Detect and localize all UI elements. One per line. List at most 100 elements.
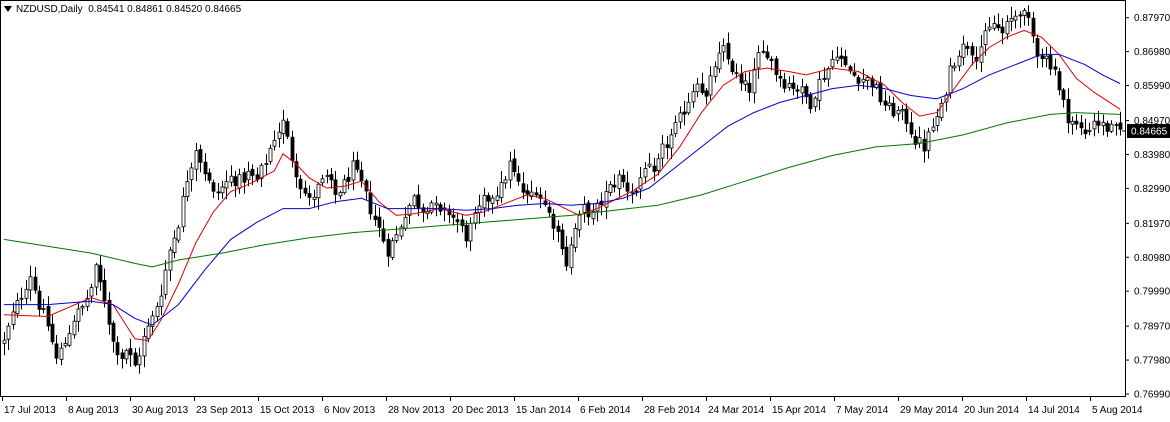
candle (1109, 120, 1114, 134)
candle (85, 289, 90, 312)
candle-body-up (495, 195, 500, 201)
candle (813, 96, 818, 112)
candle-body-down (1096, 120, 1101, 126)
candle-body-up (935, 116, 940, 126)
candle-body-down (368, 192, 373, 215)
candle-body-up (468, 222, 473, 242)
candle-body-up (434, 202, 439, 206)
candle-body-up (28, 276, 33, 291)
candle-body-up (992, 23, 997, 29)
candle-body-up (957, 55, 962, 67)
candle (1009, 6, 1014, 32)
candle-body-down (543, 200, 548, 206)
candle (1114, 122, 1119, 136)
candle-body-down (285, 121, 290, 137)
candle-body-up (686, 101, 691, 114)
candle (774, 55, 779, 82)
candle (931, 118, 936, 133)
plot-frame (0, 0, 1126, 397)
candle (434, 196, 439, 217)
candle-body-down (778, 75, 783, 79)
candle-body-down (416, 194, 421, 208)
candle-body-up (172, 237, 177, 253)
candle (80, 304, 85, 316)
x-tick-label: 6 Nov 2013 (324, 405, 376, 416)
candle-body-down (373, 215, 378, 221)
y-tick-label: 0.84970 (1134, 116, 1170, 127)
candle (163, 260, 168, 300)
candle-body-down (1040, 55, 1045, 60)
candle-body-up (185, 181, 190, 197)
candle-body-up (137, 355, 142, 366)
candle-body-up (159, 295, 164, 307)
candle-body-up (181, 195, 186, 228)
candle-body-up (281, 119, 286, 135)
candle-body-up (94, 264, 99, 288)
candle (765, 45, 770, 60)
dropdown-arrow-icon[interactable] (4, 6, 12, 13)
candle-body-down (652, 165, 657, 172)
candle-body-up (917, 137, 922, 144)
candle-body-down (98, 264, 103, 283)
candle-body-up (756, 52, 761, 69)
candle (1013, 10, 1018, 29)
candle (878, 76, 883, 106)
candle-body-up (189, 167, 194, 181)
candle-body-down (586, 202, 591, 218)
moving-averages (3, 29, 1121, 342)
candle-body-down (804, 86, 809, 98)
candle-body-up (482, 195, 487, 209)
candle (721, 38, 726, 62)
candle (120, 348, 125, 369)
candle-body-up (1070, 120, 1075, 125)
last-price-badge (1127, 123, 1170, 138)
candle (843, 49, 848, 67)
candle (46, 296, 51, 331)
x-tick-label: 23 Sep 2013 (196, 405, 253, 416)
candle-body-up (638, 177, 643, 190)
candle (529, 180, 534, 200)
candle-body-down (1018, 14, 1023, 17)
candle-body-up (987, 26, 992, 30)
candle (329, 167, 334, 189)
candle-body-up (952, 65, 957, 69)
candle (176, 224, 181, 244)
candle (503, 176, 508, 189)
candle (1053, 58, 1058, 76)
candle-body-up (272, 140, 277, 147)
candle-body-down (856, 77, 861, 84)
candle (983, 23, 988, 56)
candle-body-up (155, 306, 160, 317)
candle (150, 310, 155, 336)
candle (399, 224, 404, 240)
x-tick-label: 15 Oct 2013 (260, 405, 315, 416)
candle (242, 167, 247, 194)
candle (987, 17, 992, 32)
candle-body-down (665, 144, 670, 148)
candle (826, 66, 831, 87)
candle (76, 301, 81, 332)
candle-body-up (1109, 123, 1114, 132)
candle (359, 161, 364, 188)
candle (817, 71, 822, 111)
candle (1040, 48, 1045, 68)
candle-body-down (250, 168, 255, 176)
candle-body-down (107, 299, 112, 325)
candle-body-down (682, 111, 687, 115)
candle (89, 283, 94, 304)
candle (713, 61, 718, 83)
candle-body-down (534, 192, 539, 196)
candle (900, 104, 905, 121)
candle-body-down (290, 136, 295, 162)
candle (346, 167, 351, 190)
candle-body-up (717, 52, 722, 70)
candle (237, 168, 242, 194)
candle-body-up (351, 160, 356, 181)
candle-body-down (761, 50, 766, 53)
candle-body-up (407, 204, 412, 216)
last-price-label: 0.84665 (1131, 126, 1168, 137)
candle-body-up (1114, 124, 1119, 126)
candle (146, 318, 151, 343)
